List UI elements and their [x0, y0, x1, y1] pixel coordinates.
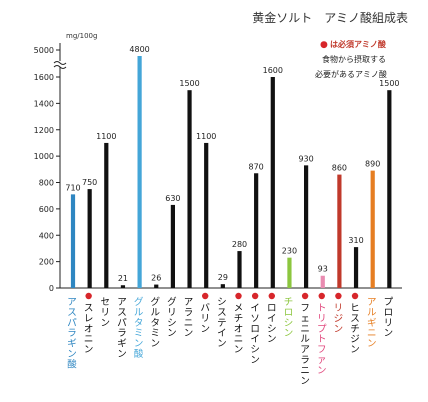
bar — [154, 284, 159, 288]
legend-line: は必須アミノ酸 — [330, 39, 387, 49]
bar — [304, 165, 309, 288]
category-label: システイン — [217, 297, 227, 350]
value-label: 1100 — [96, 132, 116, 141]
bar — [87, 189, 92, 288]
value-label: 21 — [118, 274, 128, 283]
essential-dot — [235, 292, 242, 300]
value-label: 1600 — [263, 66, 283, 75]
axis-break-mark — [53, 65, 67, 69]
bar — [387, 90, 392, 288]
essential-dot — [268, 292, 275, 300]
value-label: 930 — [298, 154, 313, 163]
bar — [70, 194, 76, 288]
category-label: アスパラギン — [117, 297, 127, 360]
essential-dot — [335, 292, 342, 300]
axis-break-mark — [53, 61, 67, 65]
value-label: 93 — [318, 265, 328, 274]
bar — [370, 170, 375, 288]
essential-dot — [318, 292, 325, 300]
bar — [270, 77, 275, 288]
y-tick-label: 200 — [39, 258, 54, 267]
value-label: 630 — [165, 194, 180, 203]
category-label: フェニルアラニン — [300, 303, 310, 387]
category-label: バリン — [200, 303, 210, 335]
category-label: メチオニン — [234, 303, 244, 356]
legend-dot: ● — [320, 40, 328, 50]
y-tick-label: 0 — [49, 284, 54, 293]
category-label: スレオニン — [84, 303, 94, 356]
category-label: グルタミン酸 — [134, 296, 144, 360]
bar — [104, 142, 109, 288]
category-label: イソロイシン — [250, 303, 260, 366]
bar — [353, 247, 359, 288]
y-tick-label: 1000 — [34, 152, 54, 161]
y-tick-label: 1200 — [34, 126, 54, 135]
axis-break-mask — [55, 61, 65, 67]
legend-line: 必要があるアミノ酸 — [315, 69, 387, 79]
value-label: 26 — [151, 274, 161, 283]
category-label: アラニン — [184, 297, 194, 339]
value-label: 710 — [65, 183, 80, 192]
category-labels: アスパラギン酸スレオニンセリンアスパラギングルタミン酸グルタミングリシンアラニン… — [67, 296, 393, 387]
bar — [220, 284, 225, 288]
essential-dot — [301, 292, 309, 300]
category-label: ロイシン — [267, 303, 277, 345]
category-label: リジン — [334, 303, 344, 335]
y-tick-label: 1600 — [34, 73, 54, 82]
essential-dots — [85, 292, 359, 300]
y-tick-label: 1400 — [34, 99, 54, 108]
bar — [337, 174, 342, 288]
y-tick-label: 800 — [39, 179, 54, 188]
y-tick-label: 5000 — [34, 46, 54, 55]
bars — [70, 56, 392, 288]
value-label: 1500 — [179, 79, 199, 88]
category-label: プロリン — [384, 297, 394, 339]
bar — [137, 56, 142, 288]
value-label: 230 — [282, 247, 297, 256]
essential-dot — [351, 292, 359, 300]
value-label: 1100 — [196, 132, 216, 141]
legend-line: 食物から摂取する — [322, 54, 386, 64]
bar — [237, 251, 242, 288]
category-label: チロシン — [284, 297, 294, 339]
essential-dot — [85, 292, 92, 300]
bar — [120, 285, 126, 288]
value-label: 750 — [82, 178, 97, 187]
unit-label: mg/100g — [66, 32, 97, 40]
y-tick-label: 400 — [39, 231, 54, 240]
bar — [320, 275, 325, 288]
category-label: ヒスチジン — [350, 303, 360, 356]
bar — [204, 142, 209, 288]
value-label: 1500 — [379, 79, 399, 88]
category-label: アスパラギン酸 — [67, 297, 77, 370]
category-label: グルタミン — [150, 296, 160, 350]
category-label: トリプトファン — [317, 303, 327, 376]
value-label: 29 — [218, 273, 228, 282]
value-label: 280 — [232, 240, 247, 249]
bar — [170, 204, 175, 288]
y-axis: 0 200 400 600 800 1000 1200 1400 1600 5000 — [34, 43, 402, 293]
bar — [287, 257, 292, 288]
chart-title: 黄金ソルト アミノ酸組成表 — [252, 10, 408, 25]
bar — [254, 173, 259, 288]
category-label: グリシン — [167, 296, 177, 339]
value-label: 860 — [332, 164, 347, 173]
essential-dot — [251, 292, 259, 300]
category-label: セリン — [101, 297, 111, 329]
y-tick-label: 600 — [39, 205, 54, 214]
bar — [187, 90, 192, 288]
category-label: アルギニン — [367, 297, 377, 350]
value-label: 310 — [348, 236, 363, 245]
value-label: 4800 — [129, 45, 149, 54]
value-label: 890 — [365, 160, 380, 169]
value-label: 870 — [249, 162, 264, 171]
essential-dot — [202, 292, 209, 300]
